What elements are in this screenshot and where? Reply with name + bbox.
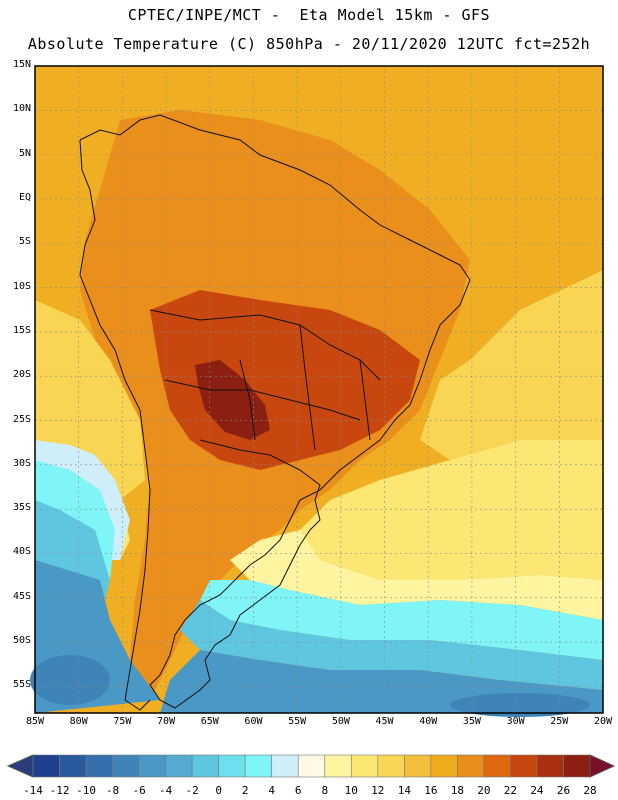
mild-band-east: [300, 440, 603, 580]
lat-tick-label: 20S: [12, 369, 31, 381]
colorbar-tick-label: 28: [583, 784, 597, 797]
deep-cold-cell: [450, 693, 590, 717]
colorbar-swatch: [350, 754, 379, 778]
colorbar-tick-label: 26: [556, 784, 571, 797]
colorbar-swatch: [430, 754, 458, 778]
colorbar-swatch: [510, 754, 538, 778]
lat-tick-label: 55S: [12, 679, 31, 691]
colorbar-swatch: [297, 754, 326, 778]
colorbar-swatch: [112, 754, 140, 778]
lat-tick-label: 40S: [12, 546, 31, 558]
colorbar-swatch: [536, 754, 564, 778]
lat-tick-label: 15S: [12, 324, 31, 336]
extreme-heat-core: [195, 360, 270, 440]
lon-tick-label: 60W: [244, 716, 263, 727]
colorbar: [6, 754, 616, 778]
colorbar-swatch: [404, 754, 432, 778]
lon-tick-label: 55W: [288, 716, 307, 727]
lat-tick-label: EQ: [18, 191, 31, 203]
colorbar-swatch: [324, 754, 352, 778]
warm-band-east: [420, 270, 603, 460]
colder-band-south: [180, 600, 603, 690]
lat-tick-label: 35S: [12, 502, 31, 514]
colorbar-swatch: [59, 754, 87, 778]
colorbar-tick-label: 4: [268, 784, 276, 797]
lat-tick-label: 15N: [12, 59, 31, 70]
hot-core-zone: [150, 290, 420, 470]
colorbar-tick-label: 10: [344, 784, 358, 797]
colorbar-tick-label: -12: [49, 784, 70, 797]
lat-tick-label: 10S: [12, 280, 31, 292]
lat-tick-label: 10N: [12, 103, 31, 115]
colorbar-tick-label: 16: [424, 784, 438, 797]
lat-tick-label: 25S: [12, 413, 31, 425]
lon-tick-label: 30W: [506, 716, 525, 727]
colorbar-high-arrow: [589, 754, 616, 778]
title-field: Absolute Temperature (C) 850hPa - 20/11/…: [27, 35, 591, 53]
colorbar-swatch: [244, 754, 273, 778]
lat-tick-label: 30S: [12, 457, 31, 469]
lon-tick-label: 20W: [593, 716, 613, 727]
colorbar-swatch: [165, 754, 193, 778]
colorbar-tick-label: 20: [477, 784, 491, 797]
colorbar-swatch: [377, 754, 405, 778]
colorbar-tick-label: 18: [450, 784, 464, 797]
colorbar-swatch: [483, 754, 511, 778]
map-frame: [34, 65, 604, 714]
colorbar-swatch: [218, 754, 246, 778]
lon-tick-label: 40W: [419, 716, 438, 727]
coastline: [79, 114, 471, 711]
lon-tick-label: 65W: [200, 716, 219, 727]
temperature-field: [30, 66, 603, 717]
colorbar-swatch: [138, 754, 166, 778]
colorbar-swatch: [457, 754, 485, 778]
lon-tick-label: 45W: [375, 716, 394, 727]
lat-tick-label: 5N: [18, 147, 31, 159]
title-model: CPTEC/INPE/MCT - Eta Model 15km - GFS: [127, 6, 491, 24]
lon-tick-label: 75W: [113, 716, 132, 727]
lat-tick-label: 45S: [12, 590, 31, 602]
lon-tick-label: 85W: [25, 716, 45, 727]
lon-tick-label: 25W: [550, 716, 569, 727]
colorbar-tick-label: 24: [530, 784, 544, 797]
colorbar-low-arrow: [6, 754, 34, 778]
deep-cold-cell-west: [30, 655, 110, 705]
lon-tick-label: 35W: [462, 716, 481, 727]
colorbar-swatch: [271, 754, 299, 778]
colorbar-tick-label: 2: [241, 784, 249, 797]
colorbar-tick-label: -14: [23, 784, 43, 797]
transition-band: [230, 530, 603, 620]
colorbar-tick-label: -10: [76, 784, 96, 797]
colorbar-tick-label: 12: [371, 784, 385, 797]
colorbar-tick-label: -8: [105, 784, 120, 797]
colorbar-swatch: [32, 754, 60, 778]
cold-band-south: [200, 580, 603, 660]
colorbar-tick-label: 6: [294, 784, 302, 797]
colorbar-swatch: [85, 754, 113, 778]
lon-tick-label: 70W: [157, 716, 176, 727]
colorbar-tick-label: -4: [158, 784, 173, 797]
colorbar-tick-label: -6: [132, 784, 146, 797]
colorbar-tick-label: -2: [185, 784, 199, 797]
lat-tick-label: 5S: [18, 236, 31, 248]
lon-tick-label: 80W: [69, 716, 88, 727]
lon-tick-label: 50W: [331, 716, 350, 727]
map-panel: [30, 65, 604, 717]
colorbar-swatch: [191, 754, 219, 778]
colorbar-swatch: [563, 754, 591, 778]
colorbar-tick-label: 14: [397, 784, 411, 797]
colorbar-tick-label: 8: [321, 784, 329, 797]
colorbar-tick-label: 22: [503, 784, 518, 797]
lat-tick-label: 50S: [12, 635, 31, 647]
colorbar-tick-label: 0: [215, 784, 222, 797]
